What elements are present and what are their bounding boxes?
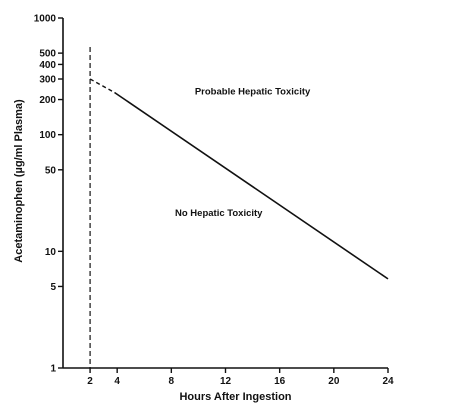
annotation-label: No Hepatic Toxicity <box>175 208 263 219</box>
x-tick-label: 20 <box>328 376 340 387</box>
axes <box>62 18 388 369</box>
x-tick-label: 8 <box>169 376 175 387</box>
y-tick-label: 5 <box>50 282 56 293</box>
x-tick-label: 16 <box>274 376 286 387</box>
x-axis-ticks: 2 4 8 12 16 20 24 <box>87 368 394 387</box>
y-tick-label: 50 <box>45 165 57 176</box>
y-tick-label: 300 <box>39 75 56 86</box>
nomogram-line-solid <box>114 91 389 280</box>
x-tick-label: 2 <box>87 376 93 387</box>
series-lines <box>89 78 389 280</box>
y-tick-label: 1 <box>50 364 56 375</box>
annotations: Probable Hepatic Toxicity No Hepatic Toxi… <box>175 87 311 219</box>
y-tick-label: 100 <box>39 130 56 141</box>
y-tick-label: 1000 <box>34 14 57 25</box>
y-axis-title: Acetaminophen (µg/ml Plasma) <box>13 99 25 263</box>
y-tick-label: 200 <box>39 95 56 106</box>
y-tick-label: 400 <box>39 60 56 71</box>
x-tick-label: 12 <box>220 376 232 387</box>
annotation-label: Probable Hepatic Toxicity <box>195 87 311 98</box>
x-tick-label: 4 <box>114 376 120 387</box>
y-tick-label: 10 <box>45 247 57 258</box>
x-axis-title: Hours After Ingestion <box>179 391 291 403</box>
y-tick-label: 500 <box>39 49 56 60</box>
x-tick-label: 24 <box>382 376 394 387</box>
nomogram-line-dashed <box>89 78 115 94</box>
